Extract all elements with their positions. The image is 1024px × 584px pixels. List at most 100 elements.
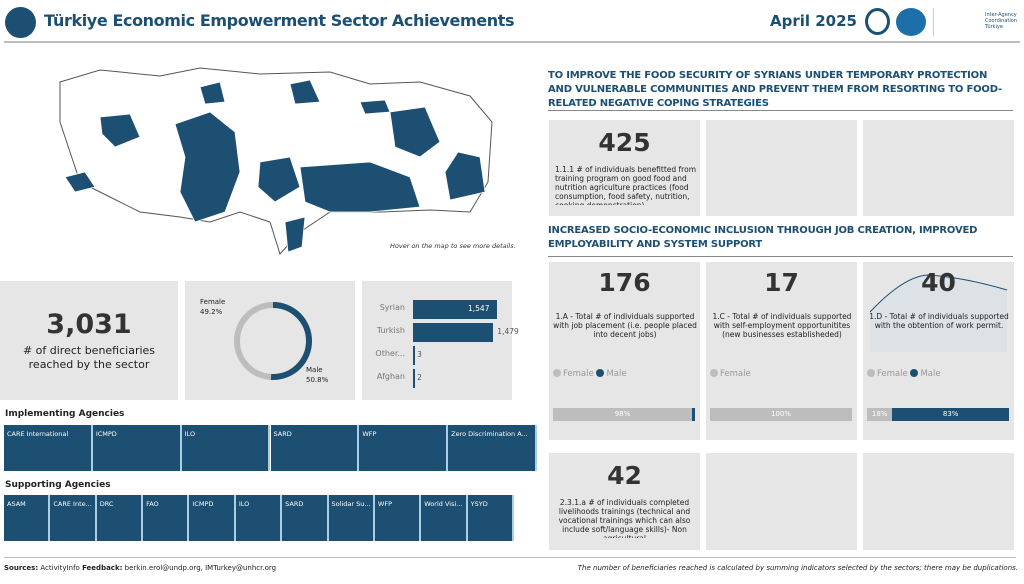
agency-tile[interactable]: ILO [235, 495, 283, 541]
legend-male: Male [606, 369, 627, 379]
nationality-bar[interactable] [413, 346, 415, 365]
male-bar[interactable] [692, 408, 695, 421]
agency-tile[interactable]: ICMPD [92, 425, 182, 471]
female-pct: 18% [871, 410, 888, 418]
map-region [289, 79, 321, 105]
map-region [299, 161, 421, 213]
agency-tile[interactable]: ASAM [4, 495, 51, 541]
indicator-label: 1.1.1 # of individuals benefitted from t… [555, 165, 696, 205]
total-beneficiaries-card: 3,031 # of direct beneficiaries reached … [0, 281, 178, 400]
agency-tile[interactable]: YSYD [467, 495, 514, 541]
total-beneficiaries-value: 3,031 [46, 309, 132, 340]
nationality-bar[interactable] [413, 300, 497, 319]
female-dot-icon [867, 369, 875, 377]
indicator-label: 1.A - Total # of individuals supported w… [553, 312, 697, 339]
gender-legend: Female [710, 369, 751, 379]
indicator-card: 176 1.A - Total # of individuals support… [549, 262, 700, 440]
agency-tile[interactable]: SARD [270, 425, 360, 471]
female-label: Female [200, 298, 226, 306]
agency-tile[interactable]: Solidar Su... [328, 495, 375, 541]
nationality-value: 1,479 [497, 327, 519, 336]
map-region [199, 81, 226, 105]
inter-agency-logo [933, 8, 934, 36]
female-bar[interactable]: 18% [867, 408, 893, 421]
female-pct: 98% [614, 410, 631, 418]
map-hint: Hover on the map to see more details. [390, 242, 516, 250]
inter-agency-text: Inter-Agency Coordination Türkiye [985, 12, 1017, 30]
agency-tile[interactable]: SARD [282, 495, 329, 541]
agency-tile[interactable]: Zero Discrimination A... [448, 425, 537, 471]
female-pct: 100% [770, 410, 791, 418]
indicator-value: 176 [598, 268, 651, 297]
map-region [174, 111, 241, 223]
agency-tile[interactable]: CARE Inte... [50, 495, 97, 541]
header-divider [4, 41, 1020, 43]
feedback-label: Feedback: [82, 564, 123, 572]
male-label: Male [306, 366, 323, 374]
report-date: April 2025 [770, 12, 857, 30]
gender-donut-card: Female 49.2% Male 50.8% [185, 281, 355, 400]
nationality-label: Afghan [376, 372, 405, 381]
empty-card [706, 453, 857, 550]
sector-logo [5, 7, 36, 38]
total-beneficiaries-label: # of direct beneficiaries reached by the… [22, 344, 156, 371]
map-region [444, 151, 486, 201]
indicator-label: 2.3.1.a # of individuals completed livel… [558, 498, 691, 538]
turkey-map[interactable] [40, 62, 520, 257]
implementing-agencies-title: Implementing Agencies [5, 409, 125, 419]
gender-legend: Female Male [867, 369, 941, 379]
empty-card [706, 120, 857, 216]
agency-tile[interactable]: World Visi... [421, 495, 468, 541]
male-dot-icon [596, 369, 605, 377]
gender-donut-chart [234, 302, 312, 380]
female-bar[interactable]: 100% [710, 408, 852, 421]
indicator-card: 17 1.C - Total # of individuals supporte… [706, 262, 857, 440]
nationality-value: 3 [417, 350, 422, 359]
male-bar[interactable]: 83% [892, 408, 1009, 421]
female-dot-icon [553, 369, 561, 377]
female-dot-icon [710, 369, 718, 377]
nationality-label: Turkish [376, 326, 405, 335]
indicator-value: 425 [598, 128, 651, 157]
female-pct: 49.2% [200, 308, 223, 316]
indicator-card-1-1-1: 425 1.1.1 # of individuals benefitted fr… [549, 120, 700, 216]
footer-sources: Sources: ActivityInfo Feedback: berkin.e… [4, 564, 276, 572]
trend-line [869, 274, 1008, 352]
agency-tile[interactable]: FAO [143, 495, 190, 541]
agency-tile[interactable]: DRC [96, 495, 144, 541]
nationality-bar[interactable] [413, 323, 494, 342]
sources-value: ActivityInfo [40, 564, 80, 572]
footer-note: The number of beneficiaries reached is c… [577, 564, 1018, 572]
agency-tile[interactable]: ICMPD [189, 495, 236, 541]
indicator-value: 40 [921, 268, 956, 297]
agency-tile[interactable]: WFP [374, 495, 422, 541]
nationality-label: Syrian [379, 303, 405, 312]
indicator-card: 40 1.D - Total # of individuals supporte… [863, 262, 1014, 440]
gender-legend: Female Male [553, 369, 627, 379]
empty-card [863, 453, 1014, 550]
indicator-label: 1.C - Total # of individuals supported w… [712, 312, 852, 339]
legend-female: Female [720, 369, 751, 379]
section1-divider [548, 110, 1013, 111]
sector-logo-small [865, 8, 890, 35]
agency-tile[interactable]: ILO [181, 425, 271, 471]
indicator-label: 1.D - Total # of individuals supported w… [869, 312, 1009, 330]
sources-label: Sources: [4, 564, 39, 572]
map-region [284, 216, 306, 253]
un-logo [896, 8, 926, 36]
nationality-bar[interactable] [413, 369, 415, 388]
legend-male: Male [920, 369, 941, 379]
nationality-label: Other... [375, 349, 405, 358]
indicator-value: 42 [607, 461, 642, 490]
male-pct: 50.8% [306, 376, 329, 384]
agency-tile[interactable]: CARE International [4, 425, 93, 471]
map-region [99, 113, 141, 148]
female-bar[interactable]: 98% [553, 408, 693, 421]
section2-divider [548, 256, 1013, 257]
male-pct: 83% [942, 410, 959, 418]
feedback-emails[interactable]: berkin.erol@undp.org, IMTurkey@unhcr.org [124, 564, 277, 572]
section2-title: INCREASED SOCIO-ECONOMIC INCLUSION THROU… [548, 225, 978, 250]
agency-tile[interactable]: WFP [359, 425, 449, 471]
nationality-card: Syrian 1,547 Turkish 1,479 Other... 3 Afgha… [362, 281, 519, 400]
map-region [64, 171, 96, 193]
